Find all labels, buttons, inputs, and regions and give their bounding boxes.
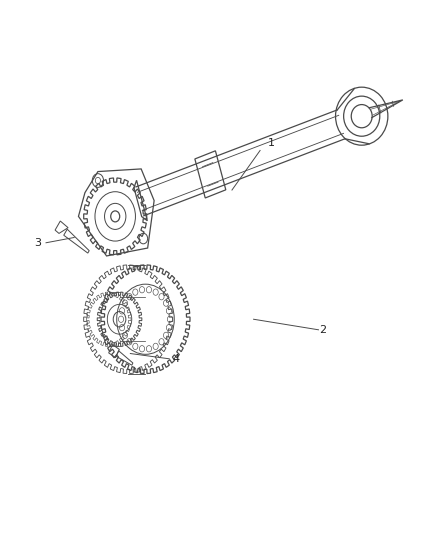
- Text: 2: 2: [319, 325, 326, 335]
- Text: 3: 3: [34, 238, 41, 248]
- Text: 1: 1: [267, 138, 274, 148]
- Text: 4: 4: [172, 354, 179, 364]
